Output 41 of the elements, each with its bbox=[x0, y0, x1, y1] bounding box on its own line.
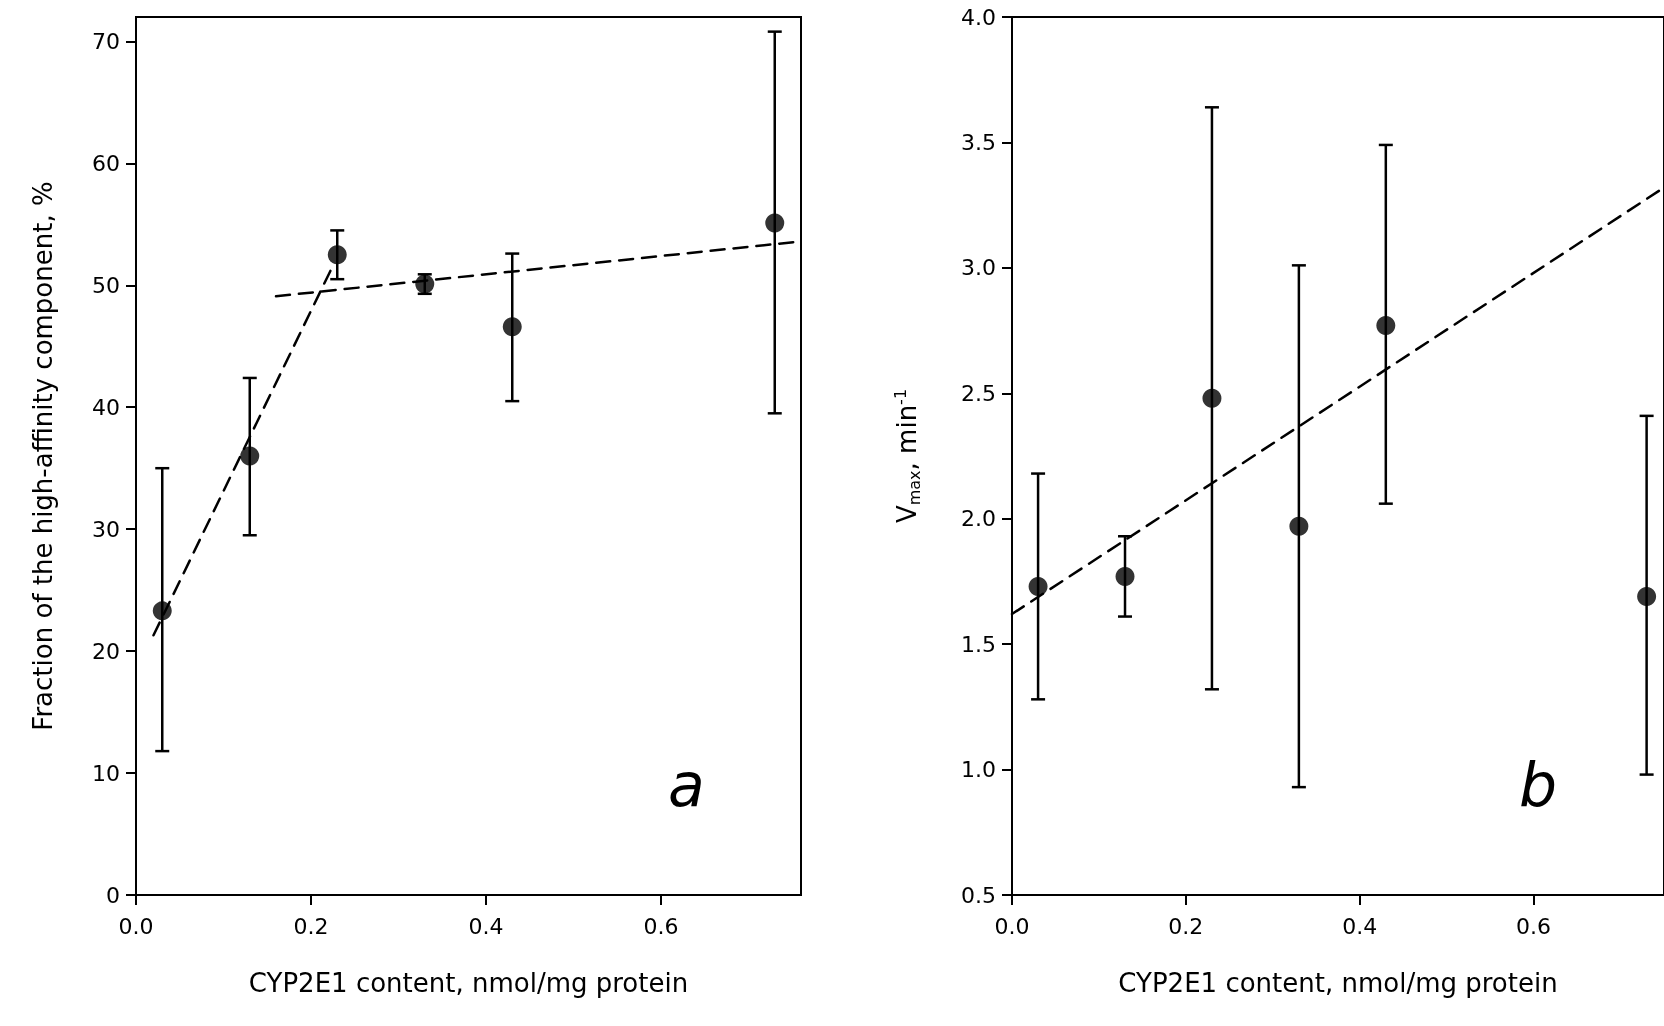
y-tick-label: 10 bbox=[92, 760, 120, 786]
point bbox=[1637, 586, 1657, 606]
annotation: b bbox=[1519, 750, 1558, 820]
y-tick-label: 50 bbox=[92, 272, 120, 298]
point bbox=[240, 446, 260, 466]
y-axis-title: Vmax, min-1 bbox=[890, 388, 924, 524]
point bbox=[1028, 576, 1048, 596]
x-tick-label: 0.6 bbox=[643, 913, 679, 939]
y-tick-label: 3.0 bbox=[961, 255, 996, 281]
x-tick-label: 0.6 bbox=[1516, 913, 1552, 939]
point bbox=[502, 317, 522, 337]
x-tick-label: 0.2 bbox=[1168, 913, 1204, 939]
point bbox=[152, 601, 172, 621]
y-tick-label: 3.5 bbox=[961, 129, 996, 155]
y-tick-label: 70 bbox=[92, 28, 120, 54]
y-tick-label: 60 bbox=[92, 150, 120, 176]
y-tick-label: 30 bbox=[92, 516, 120, 542]
x-tick-label: 0.0 bbox=[118, 913, 154, 939]
y-axis-title: Fraction of the high-affinity component, % bbox=[28, 181, 58, 731]
y-tick-label: 40 bbox=[92, 394, 120, 420]
point bbox=[327, 245, 347, 265]
x-tick-label: 0.0 bbox=[994, 913, 1030, 939]
x-tick-label: 0.4 bbox=[468, 913, 504, 939]
y-tick-label: 1.0 bbox=[961, 757, 996, 783]
point bbox=[1289, 516, 1309, 536]
point bbox=[765, 213, 785, 233]
y-tick-label: 1.5 bbox=[961, 631, 996, 657]
point bbox=[1115, 566, 1135, 586]
x-tick-label: 0.4 bbox=[1342, 913, 1378, 939]
x-axis-title: CYP2E1 content, nmol/mg protein bbox=[1118, 968, 1558, 998]
y-tick-label: 20 bbox=[92, 638, 120, 664]
y-tick-label: 0 bbox=[106, 882, 120, 908]
y-tick-label: 2.0 bbox=[961, 506, 996, 532]
point bbox=[1202, 388, 1222, 408]
point bbox=[1376, 316, 1396, 336]
annotation: a bbox=[668, 750, 705, 820]
x-tick-label: 0.2 bbox=[293, 913, 329, 939]
x-axis-title: CYP2E1 content, nmol/mg protein bbox=[248, 968, 689, 998]
y-tick-label: 2.5 bbox=[961, 380, 996, 406]
y-tick-label: 4.0 bbox=[961, 4, 996, 30]
y-tick-label: 0.5 bbox=[961, 882, 996, 908]
